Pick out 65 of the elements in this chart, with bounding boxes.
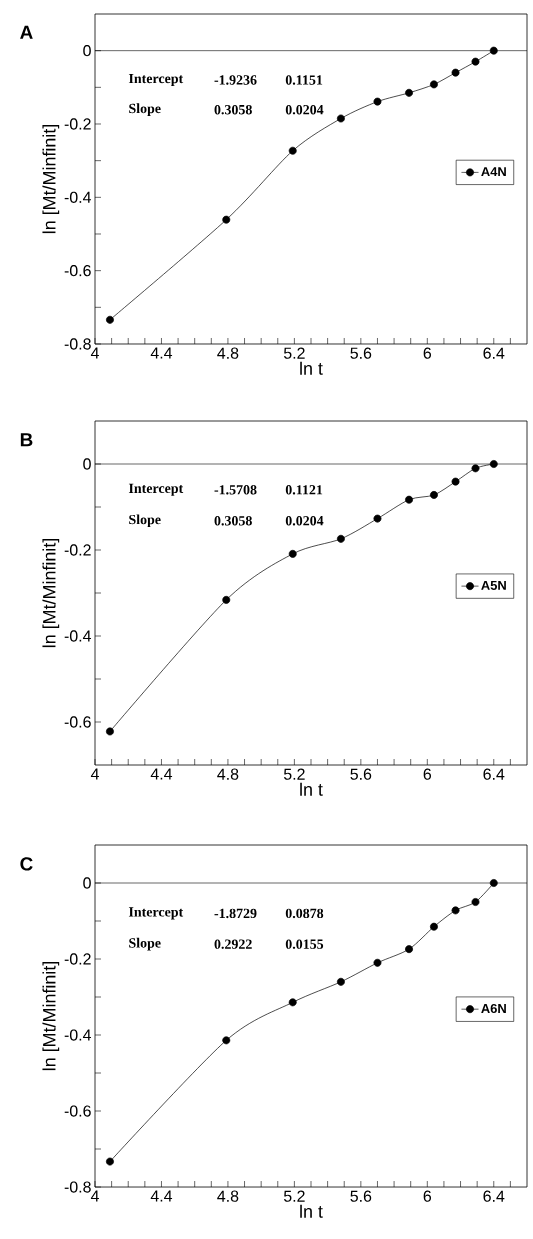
x-tick-label: 5.2 <box>283 347 305 359</box>
y-tick-label: -0.2 <box>64 544 91 556</box>
y-tick-label: -0.8 <box>64 1181 91 1193</box>
x-tick-label: 6.4 <box>483 347 505 359</box>
x-tick-label: 4.4 <box>150 1190 173 1202</box>
chart-title: C <box>20 857 33 871</box>
x-tick-label: 5.6 <box>350 768 372 780</box>
x-tick-label: 6.4 <box>483 1190 505 1202</box>
annotation: -1.5708 <box>214 485 257 495</box>
y-tick-label: -0.6 <box>64 1105 91 1117</box>
annotation: -1.9236 <box>214 75 257 85</box>
y-tick-label: -0.4 <box>64 1029 92 1041</box>
annotation: 0.3058 <box>214 516 252 526</box>
annotation: Intercept <box>128 73 184 87</box>
annotation: Intercept <box>128 907 184 920</box>
y-axis-title: ln [Mt/Minfinit] <box>42 539 60 648</box>
chart-title: B <box>20 433 33 447</box>
x-tick-label: 5.2 <box>283 768 305 780</box>
x-tick-label: 4 <box>90 1190 99 1202</box>
x-tick-label: 4.8 <box>217 768 239 780</box>
y-axis-title: ln [Mt/Minfinit] <box>42 124 60 234</box>
x-tick-label: 6 <box>423 347 432 359</box>
chart-title: A <box>20 25 33 39</box>
annotation: 0.0204 <box>285 104 324 115</box>
y-tick-label: -0.6 <box>64 265 91 277</box>
x-axis-title: ln t <box>300 782 323 796</box>
annotation: Slope <box>129 514 161 528</box>
y-tick-label: -0.4 <box>64 630 92 642</box>
y-tick-label: -0.6 <box>64 716 91 728</box>
y-tick-label: 0 <box>83 45 91 57</box>
x-tick-label: 4.4 <box>150 768 173 780</box>
annotation: Slope <box>129 103 161 117</box>
y-tick-label: -0.8 <box>64 338 91 350</box>
x-tick-label: 6.4 <box>483 768 505 780</box>
x-tick-label: 5.6 <box>350 347 372 359</box>
x-tick-label: 6 <box>423 1190 432 1202</box>
y-tick-label: -0.4 <box>64 191 92 203</box>
x-axis-title: ln t <box>300 1204 323 1218</box>
legend-label: A6N <box>481 1003 506 1014</box>
x-tick-label: 4.4 <box>150 347 173 359</box>
x-tick-label: 4 <box>90 347 99 359</box>
y-tick-label: 0 <box>83 458 91 470</box>
y-tick-label: 0 <box>83 877 91 889</box>
x-tick-label: 4 <box>90 768 99 780</box>
annotation: 0.2922 <box>214 939 252 949</box>
x-tick-label: 4.8 <box>217 347 239 359</box>
x-axis-title: ln t <box>300 361 323 375</box>
annotation: 0.1151 <box>285 75 323 85</box>
legend-label: A5N <box>481 580 506 590</box>
annotation: 0.1121 <box>285 485 323 495</box>
x-tick-label: 5.2 <box>283 1190 305 1202</box>
annotation: -1.8729 <box>214 908 257 919</box>
y-axis-title: ln [Mt/Minfinit] <box>42 962 60 1071</box>
annotation: Slope <box>129 937 161 951</box>
annotation: 0.0155 <box>285 939 324 949</box>
x-tick-label: 4.8 <box>217 1190 239 1202</box>
annotation: Intercept <box>128 483 184 496</box>
y-tick-label: -0.2 <box>64 953 91 965</box>
annotation: 0.3058 <box>214 104 252 115</box>
annotation: 0.0204 <box>285 516 324 526</box>
y-tick-label: -0.2 <box>64 118 91 130</box>
x-tick-label: 5.6 <box>350 1190 372 1202</box>
annotation: 0.0878 <box>285 908 324 919</box>
x-tick-label: 6 <box>423 768 432 780</box>
legend-label: A4N <box>481 167 506 177</box>
